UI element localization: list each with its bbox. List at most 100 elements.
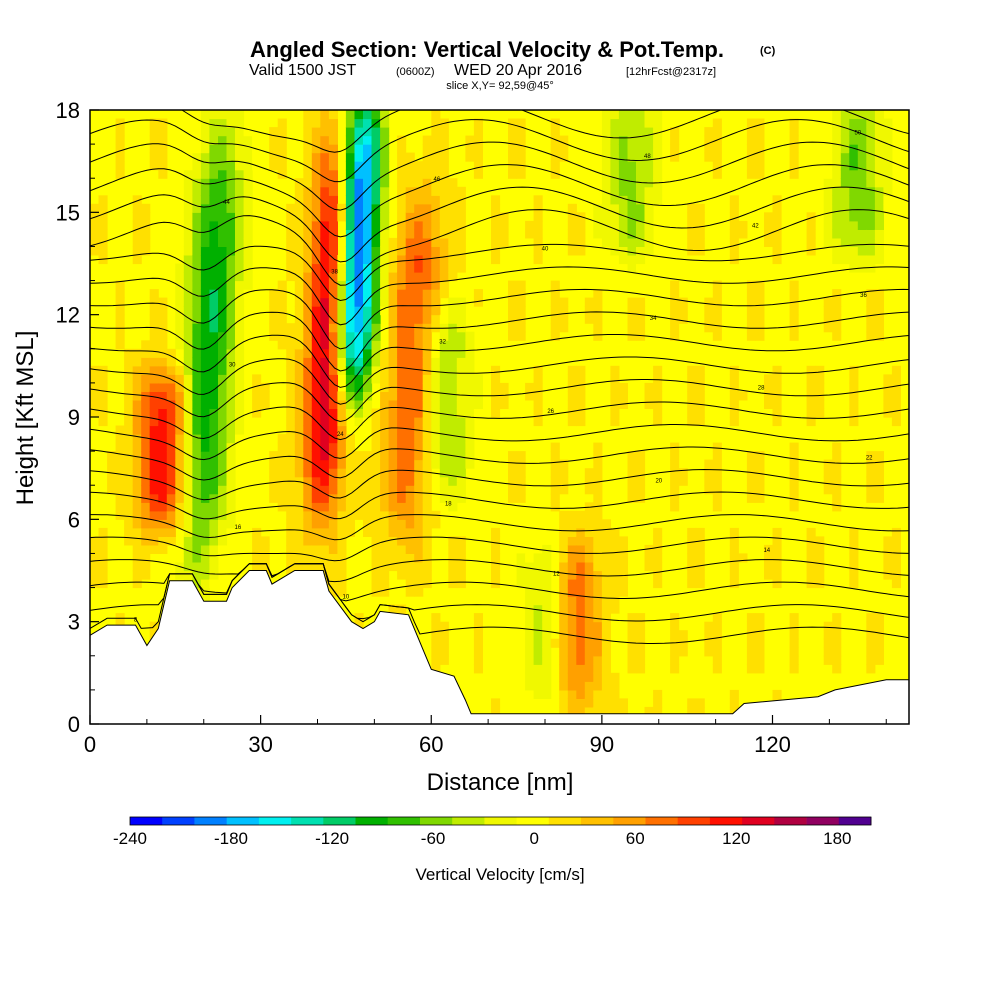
velocity-cell xyxy=(98,417,108,427)
velocity-cell xyxy=(294,246,304,256)
velocity-cell xyxy=(422,399,432,409)
velocity-cell xyxy=(439,220,449,230)
velocity-cell xyxy=(610,195,620,205)
velocity-cell xyxy=(405,340,415,350)
velocity-cell xyxy=(806,562,816,572)
velocity-cell xyxy=(200,417,210,427)
velocity-cell xyxy=(200,229,210,239)
velocity-cell xyxy=(601,527,611,537)
velocity-cell xyxy=(320,203,330,213)
velocity-cell xyxy=(738,553,748,563)
velocity-cell xyxy=(200,493,210,503)
velocity-cell xyxy=(593,485,603,495)
velocity-cell xyxy=(891,391,901,401)
velocity-cell xyxy=(670,459,680,469)
velocity-cell xyxy=(303,544,313,554)
velocity-cell xyxy=(704,323,714,333)
velocity-cell xyxy=(405,229,415,239)
velocity-cell xyxy=(277,451,287,461)
colorbar-swatch xyxy=(387,817,421,825)
velocity-cell xyxy=(371,527,381,537)
velocity-cell xyxy=(764,391,774,401)
velocity-cell xyxy=(200,186,210,196)
velocity-cell xyxy=(388,459,398,469)
velocity-cell xyxy=(806,365,816,375)
velocity-cell xyxy=(525,587,535,597)
velocity-cell xyxy=(618,212,628,222)
velocity-cell xyxy=(764,562,774,572)
velocity-cell xyxy=(371,544,381,554)
velocity-cell xyxy=(294,468,304,478)
velocity-cell xyxy=(311,110,321,120)
velocity-cell xyxy=(235,434,245,444)
velocity-cell xyxy=(192,306,202,316)
velocity-cell xyxy=(124,357,134,367)
velocity-cell xyxy=(175,382,185,392)
velocity-cell xyxy=(627,493,637,503)
velocity-cell xyxy=(397,399,407,409)
velocity-cell xyxy=(345,408,355,418)
velocity-cell xyxy=(567,672,577,682)
velocity-cell xyxy=(269,476,279,486)
velocity-cell xyxy=(559,579,569,589)
velocity-cell xyxy=(712,280,722,290)
velocity-cell xyxy=(175,510,185,520)
velocity-cell xyxy=(610,553,620,563)
velocity-cell xyxy=(141,451,151,461)
velocity-cell xyxy=(473,647,483,657)
velocity-cell xyxy=(439,280,449,290)
velocity-cell xyxy=(397,340,407,350)
velocity-cell xyxy=(132,562,142,572)
velocity-cell xyxy=(141,485,151,495)
velocity-cell xyxy=(388,493,398,503)
velocity-cell xyxy=(832,152,842,162)
velocity-cell xyxy=(874,647,884,657)
velocity-cell xyxy=(653,382,663,392)
velocity-cell xyxy=(832,186,842,196)
velocity-cell xyxy=(405,510,415,520)
velocity-cell xyxy=(405,442,415,452)
velocity-cell xyxy=(738,391,748,401)
velocity-cell xyxy=(141,510,151,520)
theta-contour-line xyxy=(90,424,909,461)
velocity-cell xyxy=(158,510,168,520)
velocity-cell xyxy=(755,647,765,657)
velocity-cell xyxy=(644,246,654,256)
velocity-cell xyxy=(209,510,219,520)
velocity-cell xyxy=(857,144,867,154)
velocity-cell xyxy=(124,485,134,495)
velocity-cell xyxy=(218,536,228,546)
velocity-cell xyxy=(166,459,176,469)
velocity-cell xyxy=(328,348,338,358)
velocity-cell xyxy=(729,220,739,230)
velocity-cell xyxy=(431,374,441,384)
velocity-cell xyxy=(840,203,850,213)
velocity-cell xyxy=(422,144,432,154)
velocity-cell xyxy=(491,382,501,392)
velocity-cell xyxy=(627,118,637,128)
velocity-cell xyxy=(192,527,202,537)
velocity-cell xyxy=(422,220,432,230)
velocity-cell xyxy=(303,485,313,495)
velocity-cell xyxy=(149,399,159,409)
velocity-cell xyxy=(132,451,142,461)
velocity-cell xyxy=(627,297,637,307)
velocity-cell xyxy=(158,459,168,469)
velocity-cell xyxy=(141,536,151,546)
velocity-cell xyxy=(456,237,466,247)
velocity-cell xyxy=(473,382,483,392)
velocity-cell xyxy=(704,297,714,307)
velocity-cell xyxy=(294,417,304,427)
velocity-cell xyxy=(115,144,125,154)
velocity-cell xyxy=(755,144,765,154)
velocity-cell xyxy=(840,212,850,222)
velocity-cell xyxy=(380,408,390,418)
velocity-cell xyxy=(311,255,321,265)
velocity-cell xyxy=(149,144,159,154)
velocity-cell xyxy=(559,689,569,699)
velocity-cell xyxy=(508,451,518,461)
velocity-cell xyxy=(584,706,594,716)
velocity-cell xyxy=(508,161,518,171)
velocity-cell xyxy=(806,220,816,230)
velocity-cell xyxy=(166,510,176,520)
